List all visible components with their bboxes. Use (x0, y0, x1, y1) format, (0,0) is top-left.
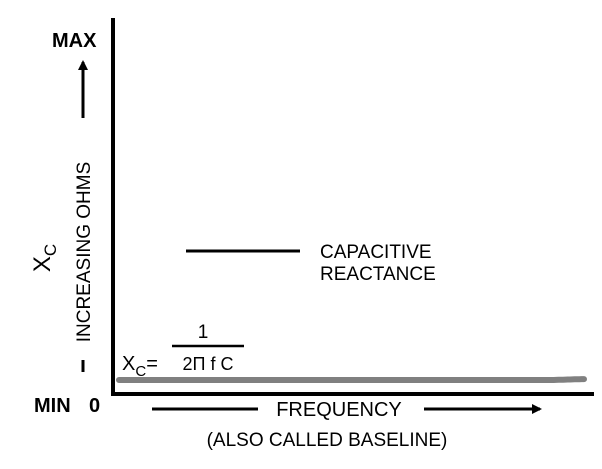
curve-label-line2: REACTANCE (320, 264, 436, 285)
formula-lhs-sub: C (135, 363, 146, 380)
y-symbol-main: X (29, 256, 56, 272)
y-axis-label: INCREASING OHMS (74, 162, 95, 343)
x-axis-label: FREQUENCY (276, 399, 402, 421)
reactance-curve (116, 376, 587, 383)
formula-lhs-main: X (122, 353, 135, 375)
y-symbol-sub: C (41, 244, 60, 256)
formula-denominator: 2Π f C (182, 354, 233, 374)
formula-equals: = (146, 353, 158, 375)
origin-label: 0 (89, 395, 100, 417)
formula-numerator: 1 (198, 322, 209, 343)
formula-lhs: XC= (122, 353, 158, 380)
y-symbol: XC (29, 244, 60, 272)
x-axis-note: (ALSO CALLED BASELINE) (207, 430, 448, 451)
y-min-label: MIN (34, 395, 71, 417)
curve-label-line1: CAPACITIVE (320, 242, 432, 263)
y-max-label: MAX (52, 30, 97, 52)
